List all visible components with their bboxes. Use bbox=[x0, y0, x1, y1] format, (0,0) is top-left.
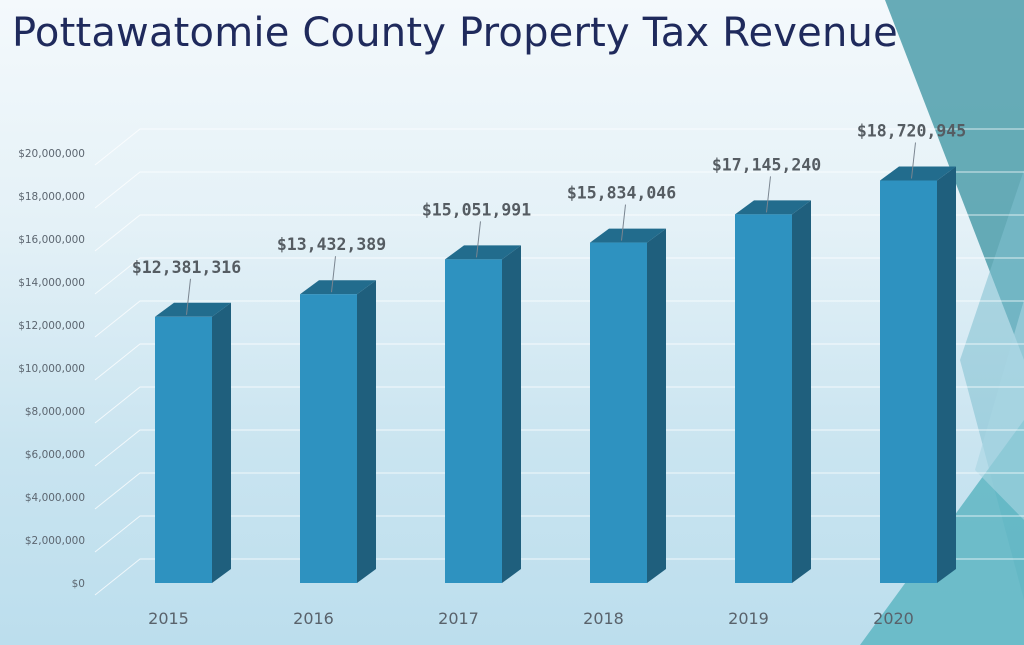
data-label-leader bbox=[621, 204, 626, 241]
data-label: $17,145,240 bbox=[712, 155, 821, 174]
gridline bbox=[94, 386, 1024, 424]
page-title: Pottawatomie County Property Tax Revenue bbox=[12, 10, 898, 56]
data-label: $18,720,945 bbox=[857, 121, 966, 140]
gridline bbox=[94, 472, 1024, 510]
x-tick-label: 2019 bbox=[728, 609, 769, 628]
gridline bbox=[94, 558, 1024, 596]
data-label: $12,381,316 bbox=[132, 258, 241, 277]
bar-2016 bbox=[300, 280, 376, 583]
bar-side bbox=[937, 166, 956, 583]
y-tick-label: $0 bbox=[72, 578, 85, 590]
y-axis-ticks: $0 $2,000,000 $4,000,000 $6,000,000 $8,000,0… bbox=[18, 148, 85, 590]
x-tick-label: 2020 bbox=[873, 609, 914, 628]
bar-front bbox=[445, 259, 502, 583]
gridline bbox=[94, 171, 1024, 209]
data-label-leader bbox=[186, 278, 191, 315]
gridlines bbox=[94, 128, 1024, 596]
bar-top bbox=[300, 280, 376, 295]
accent-shape-light bbox=[975, 300, 1024, 520]
bar-front bbox=[880, 180, 937, 583]
bar-top bbox=[590, 228, 666, 243]
bar-top bbox=[735, 200, 811, 215]
bar-top bbox=[880, 166, 956, 181]
y-tick-label: $2,000,000 bbox=[25, 535, 85, 547]
y-tick-label: $14,000,000 bbox=[18, 277, 85, 289]
bar-front bbox=[300, 294, 357, 583]
bar-side bbox=[502, 245, 521, 583]
x-tick-label: 2018 bbox=[583, 609, 624, 628]
gridline bbox=[94, 128, 1024, 166]
x-axis-ticks: 2015 2016 2017 2018 2019 2020 bbox=[148, 609, 914, 628]
bar-2018 bbox=[590, 228, 666, 584]
bar-front bbox=[590, 242, 647, 584]
data-label-leader bbox=[911, 142, 916, 179]
data-label-leader bbox=[766, 176, 771, 213]
gridline bbox=[94, 429, 1024, 467]
bar-front bbox=[155, 316, 212, 583]
bars: $12,381,316 $13,432,389 $15,051,991 $15,834… bbox=[132, 121, 966, 584]
bar-top bbox=[445, 245, 521, 260]
gridline bbox=[94, 515, 1024, 553]
x-tick-label: 2015 bbox=[148, 609, 189, 628]
data-label-leader bbox=[331, 256, 336, 293]
y-tick-label: $4,000,000 bbox=[25, 492, 85, 504]
y-tick-label: $12,000,000 bbox=[18, 320, 85, 332]
y-tick-label: $16,000,000 bbox=[18, 234, 85, 246]
y-tick-label: $10,000,000 bbox=[18, 363, 85, 375]
bar-2017 bbox=[445, 245, 521, 583]
x-tick-label: 2016 bbox=[293, 609, 334, 628]
y-tick-label: $6,000,000 bbox=[25, 449, 85, 461]
bar-2019 bbox=[735, 200, 811, 584]
data-label-leader bbox=[476, 221, 481, 258]
bar-side bbox=[212, 302, 231, 583]
y-tick-label: $20,000,000 bbox=[18, 148, 85, 160]
bar-top bbox=[155, 302, 231, 317]
gridline bbox=[94, 343, 1024, 381]
y-tick-label: $8,000,000 bbox=[25, 406, 85, 418]
gridline bbox=[94, 214, 1024, 252]
bar-front bbox=[735, 214, 792, 584]
gridline bbox=[94, 257, 1024, 295]
bar-2015 bbox=[155, 302, 231, 583]
data-label: $15,834,046 bbox=[567, 184, 676, 203]
y-tick-label: $18,000,000 bbox=[18, 191, 85, 203]
bar-side bbox=[792, 200, 811, 584]
bar-side bbox=[357, 280, 376, 583]
data-label: $13,432,389 bbox=[277, 235, 386, 254]
data-label: $15,051,991 bbox=[422, 200, 531, 219]
gridline bbox=[94, 300, 1024, 338]
bar-2020 bbox=[880, 166, 956, 583]
bar-side bbox=[647, 228, 666, 584]
x-tick-label: 2017 bbox=[438, 609, 479, 628]
